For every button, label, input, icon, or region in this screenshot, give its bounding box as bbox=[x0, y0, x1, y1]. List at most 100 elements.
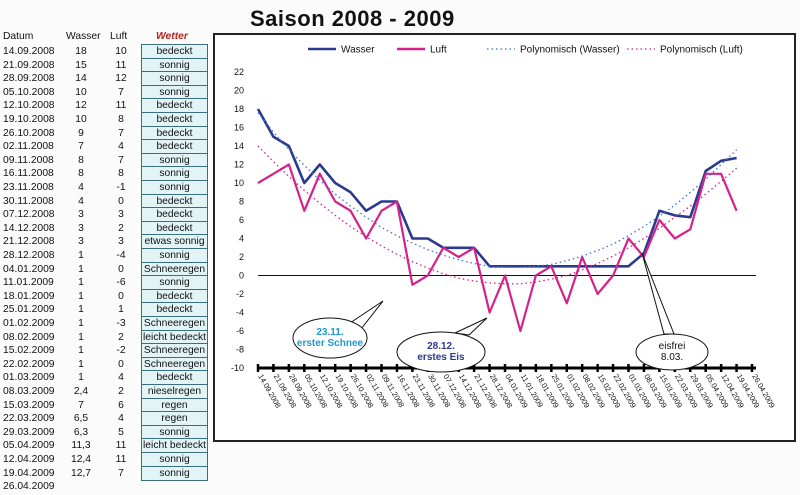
cell-water: 1 bbox=[78, 331, 84, 343]
cell-date: 07.12.2008 bbox=[3, 209, 55, 221]
series-line-2 bbox=[257, 112, 738, 268]
cell-date: 29.03.2009 bbox=[3, 426, 55, 438]
cell-air: 0 bbox=[118, 263, 124, 275]
cell-date: 14.12.2008 bbox=[3, 222, 55, 234]
series-line-1 bbox=[257, 163, 738, 333]
table-row: 23.11.2008 4 -1 sonnig bbox=[0, 180, 210, 196]
y-tick-label: 14 bbox=[234, 141, 244, 151]
header-weather: Wetter bbox=[156, 31, 188, 42]
cell-date: 05.10.2008 bbox=[3, 86, 55, 98]
table-row: 05.04.2009 11,3 11 leicht bedeckt bbox=[0, 438, 210, 454]
cell-air: 8 bbox=[118, 168, 124, 180]
cell-air: 7 bbox=[118, 86, 124, 98]
y-tick-label: 18 bbox=[234, 104, 244, 114]
cell-air: 2 bbox=[118, 222, 124, 234]
cell-date: 01.03.2009 bbox=[3, 372, 55, 384]
cell-water: 4 bbox=[78, 182, 84, 193]
cell-air: 4 bbox=[118, 372, 124, 384]
cell-water: 4 bbox=[78, 195, 84, 207]
cell-date: 28.12.2008 bbox=[3, 250, 55, 261]
cell-water: 1 bbox=[78, 290, 84, 302]
table-row: 05.10.2008 10 7 sonnig bbox=[0, 84, 210, 101]
cell-date: 16.11.2008 bbox=[3, 168, 54, 180]
y-tick-label: -2 bbox=[236, 289, 244, 299]
legend-label: Polynomisch (Luft) bbox=[660, 45, 743, 56]
table-row: 30.11.2008 4 0 bedeckt bbox=[0, 193, 210, 210]
cell-date: 11.01.2009 bbox=[3, 277, 54, 289]
cell-water: 15 bbox=[75, 59, 87, 71]
table-row: 01.02.2009 1 -3 Schneeregen bbox=[0, 316, 210, 332]
cell-air: 2 bbox=[118, 386, 124, 397]
cell-water: 1 bbox=[78, 372, 84, 384]
cell-water: 10 bbox=[75, 114, 87, 125]
callout-tail bbox=[453, 317, 488, 336]
annotation-text: 28.12. bbox=[427, 341, 455, 352]
table-row: 29.03.2009 6,3 5 sonnig bbox=[0, 424, 210, 441]
table-row: 12.10.2008 12 11 bedeckt bbox=[0, 98, 210, 114]
cell-date: 01.02.2009 bbox=[3, 318, 55, 329]
cell-air: 11 bbox=[115, 454, 127, 465]
cell-water: 10 bbox=[75, 86, 87, 98]
cell-air: -4 bbox=[116, 250, 126, 261]
cell-date: 21.12.2008 bbox=[3, 236, 55, 248]
legend-label: Polynomisch (Wasser) bbox=[520, 45, 620, 56]
y-tick-label: 8 bbox=[239, 197, 244, 207]
page-title: Saison 2008 - 2009 bbox=[250, 6, 455, 31]
cell-date: 02.11.2008 bbox=[3, 141, 54, 153]
cell-air: 7 bbox=[118, 154, 124, 166]
callout-bubble bbox=[292, 317, 368, 359]
y-tick-label: 6 bbox=[239, 215, 244, 225]
cell-air: 12 bbox=[115, 73, 127, 85]
table-row: 02.11.2008 7 4 bedeckt bbox=[0, 139, 210, 155]
cell-water: 1 bbox=[78, 277, 84, 289]
cell-air: -3 bbox=[116, 318, 126, 329]
cell-date: 26.10.2008 bbox=[3, 127, 55, 139]
cell-weather: bedeckt bbox=[141, 44, 208, 60]
cell-date: 15.02.2009 bbox=[3, 345, 55, 357]
callout-bubble bbox=[635, 333, 709, 371]
y-tick-label: 4 bbox=[239, 234, 244, 244]
table-row: 09.11.2008 8 7 sonnig bbox=[0, 152, 210, 169]
cell-date: 05.04.2009 bbox=[3, 440, 55, 452]
cell-air: 11 bbox=[115, 440, 127, 452]
cell-date: 12.10.2008 bbox=[3, 100, 55, 112]
table-row: 25.01.2009 1 1 bedeckt bbox=[0, 302, 210, 318]
cell-date: 19.10.2008 bbox=[3, 114, 55, 125]
y-tick-label: 2 bbox=[239, 252, 244, 262]
cell-air: 3 bbox=[118, 236, 124, 248]
cell-date: 18.01.2009 bbox=[3, 290, 55, 302]
cell-date: 09.11.2008 bbox=[3, 154, 54, 166]
legend-label: Wasser bbox=[341, 45, 375, 56]
y-tick-label: 12 bbox=[234, 160, 244, 170]
cell-date: 12.04.2009 bbox=[3, 454, 55, 465]
cell-air: 6 bbox=[118, 399, 124, 411]
cell-date: 30.11.2008 bbox=[3, 195, 54, 207]
y-tick-label: 10 bbox=[234, 178, 244, 188]
cell-water: 1 bbox=[78, 263, 84, 275]
y-tick-label: 20 bbox=[234, 86, 244, 96]
annotation-text: 23.11. bbox=[316, 327, 343, 338]
y-tick-label: -6 bbox=[236, 326, 244, 336]
annotation-text: erster Schnee bbox=[297, 338, 364, 349]
chart-panel: -10 -8 -6 -4 -2 0 2 4 6 8 10 12 14 16 18 20 22 14.09.2008… bbox=[213, 33, 796, 442]
cell-water: 6,3 bbox=[73, 426, 89, 438]
cell-water: 14 bbox=[75, 73, 87, 85]
cell-water: 3 bbox=[78, 222, 84, 234]
cell-date: 26.04.2009 bbox=[3, 481, 55, 493]
line-chart: -10-8-6-4-2024681012141618202214.09.2008… bbox=[231, 45, 777, 410]
cell-date: 28.09.2008 bbox=[3, 73, 55, 85]
y-tick-label: 22 bbox=[234, 67, 244, 77]
cell-water: 2,4 bbox=[73, 386, 89, 397]
cell-air: 0 bbox=[118, 290, 124, 302]
header-air: Luft bbox=[110, 31, 128, 42]
cell-water: 3 bbox=[78, 236, 84, 248]
cell-water: 7 bbox=[78, 141, 84, 153]
cell-date: 08.03.2009 bbox=[3, 386, 55, 397]
cell-water: 3 bbox=[78, 209, 84, 221]
table-row: 26.04.2009 bbox=[0, 479, 210, 495]
cell-air: 7 bbox=[118, 467, 124, 479]
callout-bubble bbox=[396, 331, 486, 373]
legend-label: Luft bbox=[430, 45, 447, 56]
cell-water: 6,5 bbox=[73, 413, 89, 425]
cell-water: 1 bbox=[78, 318, 84, 329]
